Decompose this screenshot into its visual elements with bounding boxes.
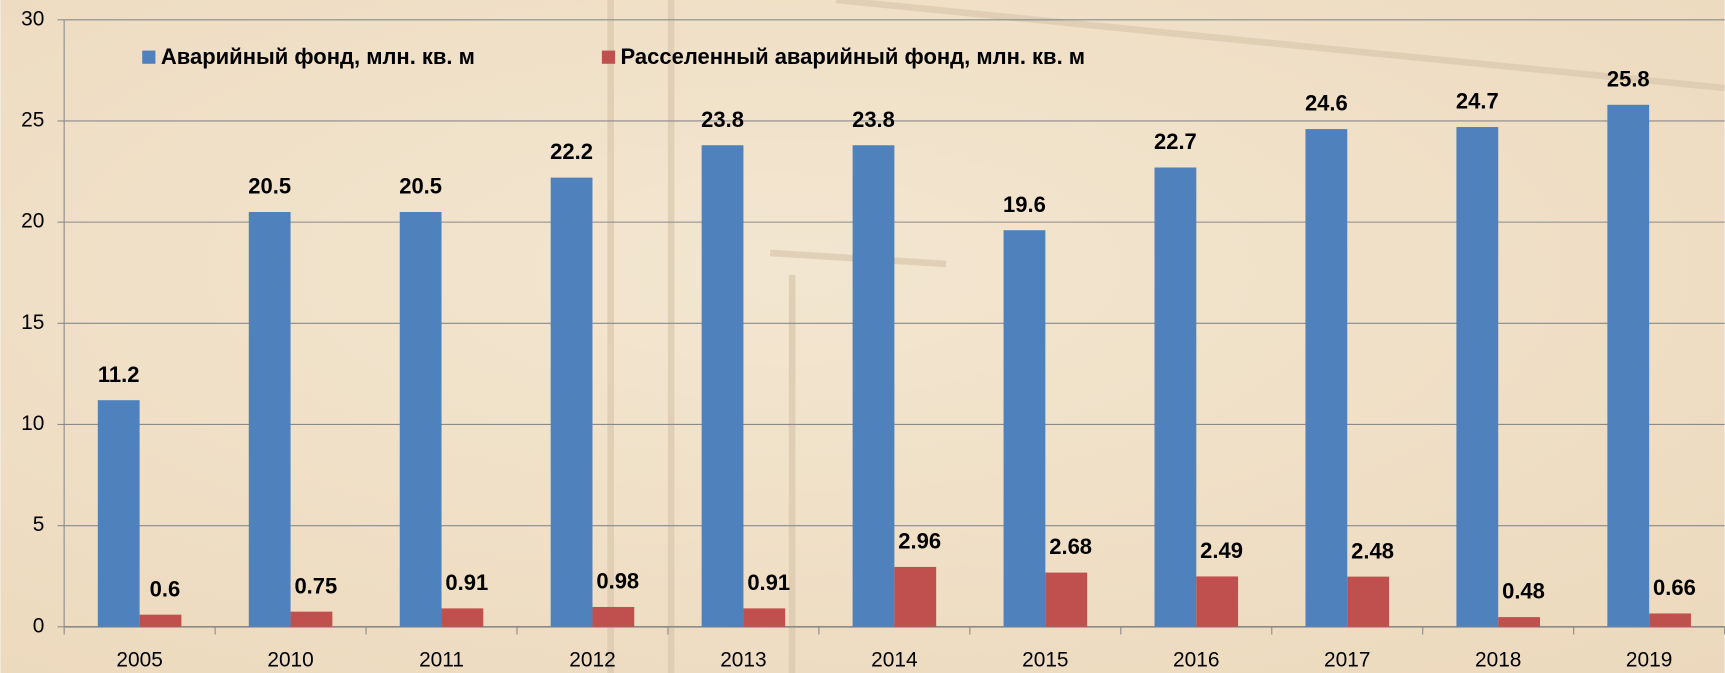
bar	[592, 606, 635, 627]
x-tick-label: 2019	[1626, 648, 1672, 671]
data-label: 25.8	[1607, 66, 1650, 91]
bar	[441, 608, 484, 627]
x-tick-label: 2010	[267, 648, 313, 671]
bar	[248, 212, 291, 627]
data-label: 2.68	[1049, 534, 1092, 559]
data-label: 0.6	[150, 576, 181, 601]
data-label: 23.8	[701, 107, 744, 132]
y-tick-label: 15	[21, 311, 44, 334]
data-label: 2.49	[1200, 538, 1243, 563]
bar	[1456, 127, 1499, 627]
bar	[1003, 230, 1046, 627]
y-tick-label: 0	[33, 614, 45, 637]
x-tick-label: 2011	[419, 648, 464, 671]
data-label: 0.48	[1502, 579, 1545, 604]
y-tick-label: 10	[21, 412, 44, 435]
legend-swatch	[601, 50, 616, 64]
bar	[550, 177, 593, 627]
data-label: 11.2	[98, 362, 140, 387]
bar	[139, 614, 182, 627]
x-tick-label: 2015	[1022, 648, 1068, 671]
data-label: 0.98	[596, 569, 639, 594]
bar	[1154, 167, 1197, 627]
data-label: 24.6	[1305, 91, 1348, 116]
crane-backdrop	[607, 0, 1725, 673]
data-label: 2.96	[898, 529, 941, 554]
x-tick-label: 2012	[569, 648, 615, 671]
x-tick-label: 2018	[1475, 648, 1521, 671]
y-tick-label: 25	[21, 108, 44, 131]
bar	[290, 611, 333, 627]
bar	[852, 145, 895, 627]
data-label: 0.91	[747, 570, 790, 595]
data-label: 0.75	[294, 573, 337, 598]
legend-label: Расселенный аварийный фонд, млн. кв. м	[621, 44, 1086, 69]
x-tick-label: 2017	[1324, 648, 1370, 671]
legend-swatch	[142, 50, 156, 64]
data-label: 24.7	[1456, 89, 1499, 114]
bar	[399, 212, 442, 627]
y-tick-label: 20	[21, 210, 44, 233]
bar	[1498, 617, 1540, 627]
y-tick-label: 5	[33, 513, 45, 536]
data-label: 0.91	[445, 570, 488, 595]
x-tick-label: 2014	[871, 648, 917, 671]
data-label: 22.2	[550, 139, 593, 164]
bar	[1649, 613, 1691, 627]
data-label: 23.8	[852, 107, 895, 132]
legend-label: Аварийный фонд, млн. кв. м	[161, 44, 475, 69]
bar	[701, 145, 744, 627]
x-tick-label: 2005	[116, 648, 162, 671]
y-tick-label: 30	[21, 7, 44, 30]
bar	[97, 400, 140, 627]
x-tick-label: 2016	[1173, 648, 1219, 671]
data-label: 20.5	[399, 174, 442, 199]
bar	[1305, 129, 1348, 627]
bar	[894, 566, 937, 627]
data-label: 0.66	[1653, 575, 1696, 600]
bar	[743, 608, 786, 627]
bar	[1607, 104, 1650, 627]
data-label: 22.7	[1154, 129, 1197, 154]
data-label: 19.6	[1003, 192, 1046, 217]
bar	[1347, 576, 1390, 627]
data-label: 2.48	[1351, 538, 1394, 563]
x-tick-label: 2013	[720, 648, 766, 671]
bar	[1045, 572, 1088, 627]
bar	[1196, 576, 1239, 627]
data-label: 20.5	[248, 174, 291, 199]
